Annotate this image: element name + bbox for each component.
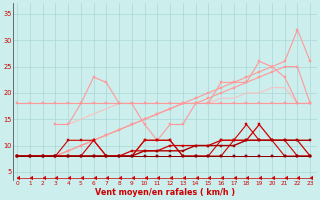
X-axis label: Vent moyen/en rafales ( km/h ): Vent moyen/en rafales ( km/h ) [95,188,235,197]
